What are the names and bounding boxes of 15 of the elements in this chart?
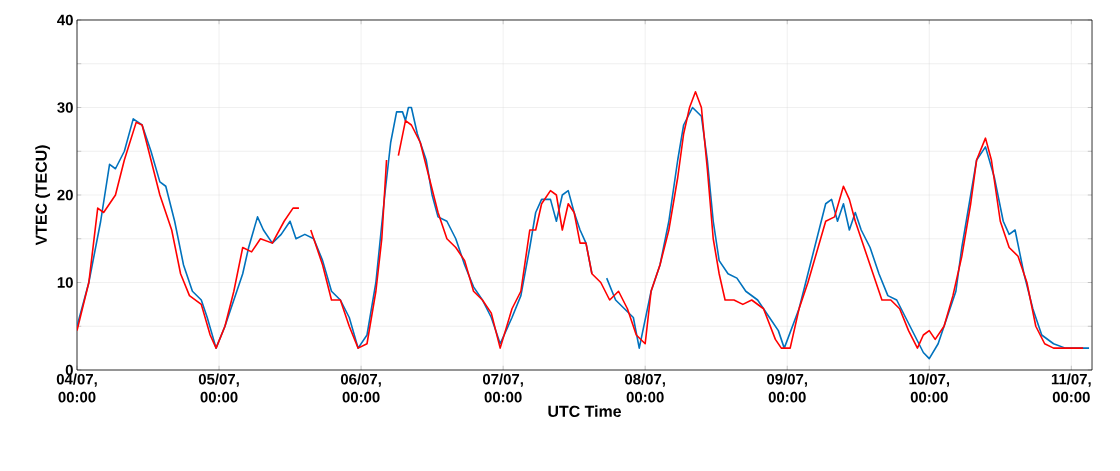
x-tick-label: 05/07, 00:00 <box>198 373 239 403</box>
y-tick-label: 0 <box>65 364 73 376</box>
y-tick-label: 20 <box>57 189 73 201</box>
x-tick-label: 04/07, 00:00 <box>56 373 97 403</box>
x-tick-label: 09/07, 00:00 <box>767 373 807 403</box>
y-tick-label: 30 <box>57 102 73 113</box>
x-tick-label: 10/07, 00:00 <box>909 373 950 403</box>
x-tick-label: 06/07, 00:00 <box>340 373 381 403</box>
x-tick-label: 08/07, 00:00 <box>624 373 665 403</box>
x-axis-title: UTC Time <box>548 405 622 417</box>
x-tick-label: 11/07, 00:00 <box>1051 373 1091 403</box>
y-axis-title: VTEC (TECU) <box>35 145 51 246</box>
y-tick-label: 10 <box>57 277 73 288</box>
x-tick-label: 07/07, 00:00 <box>482 373 523 403</box>
y-tick-label: 40 <box>57 14 73 26</box>
